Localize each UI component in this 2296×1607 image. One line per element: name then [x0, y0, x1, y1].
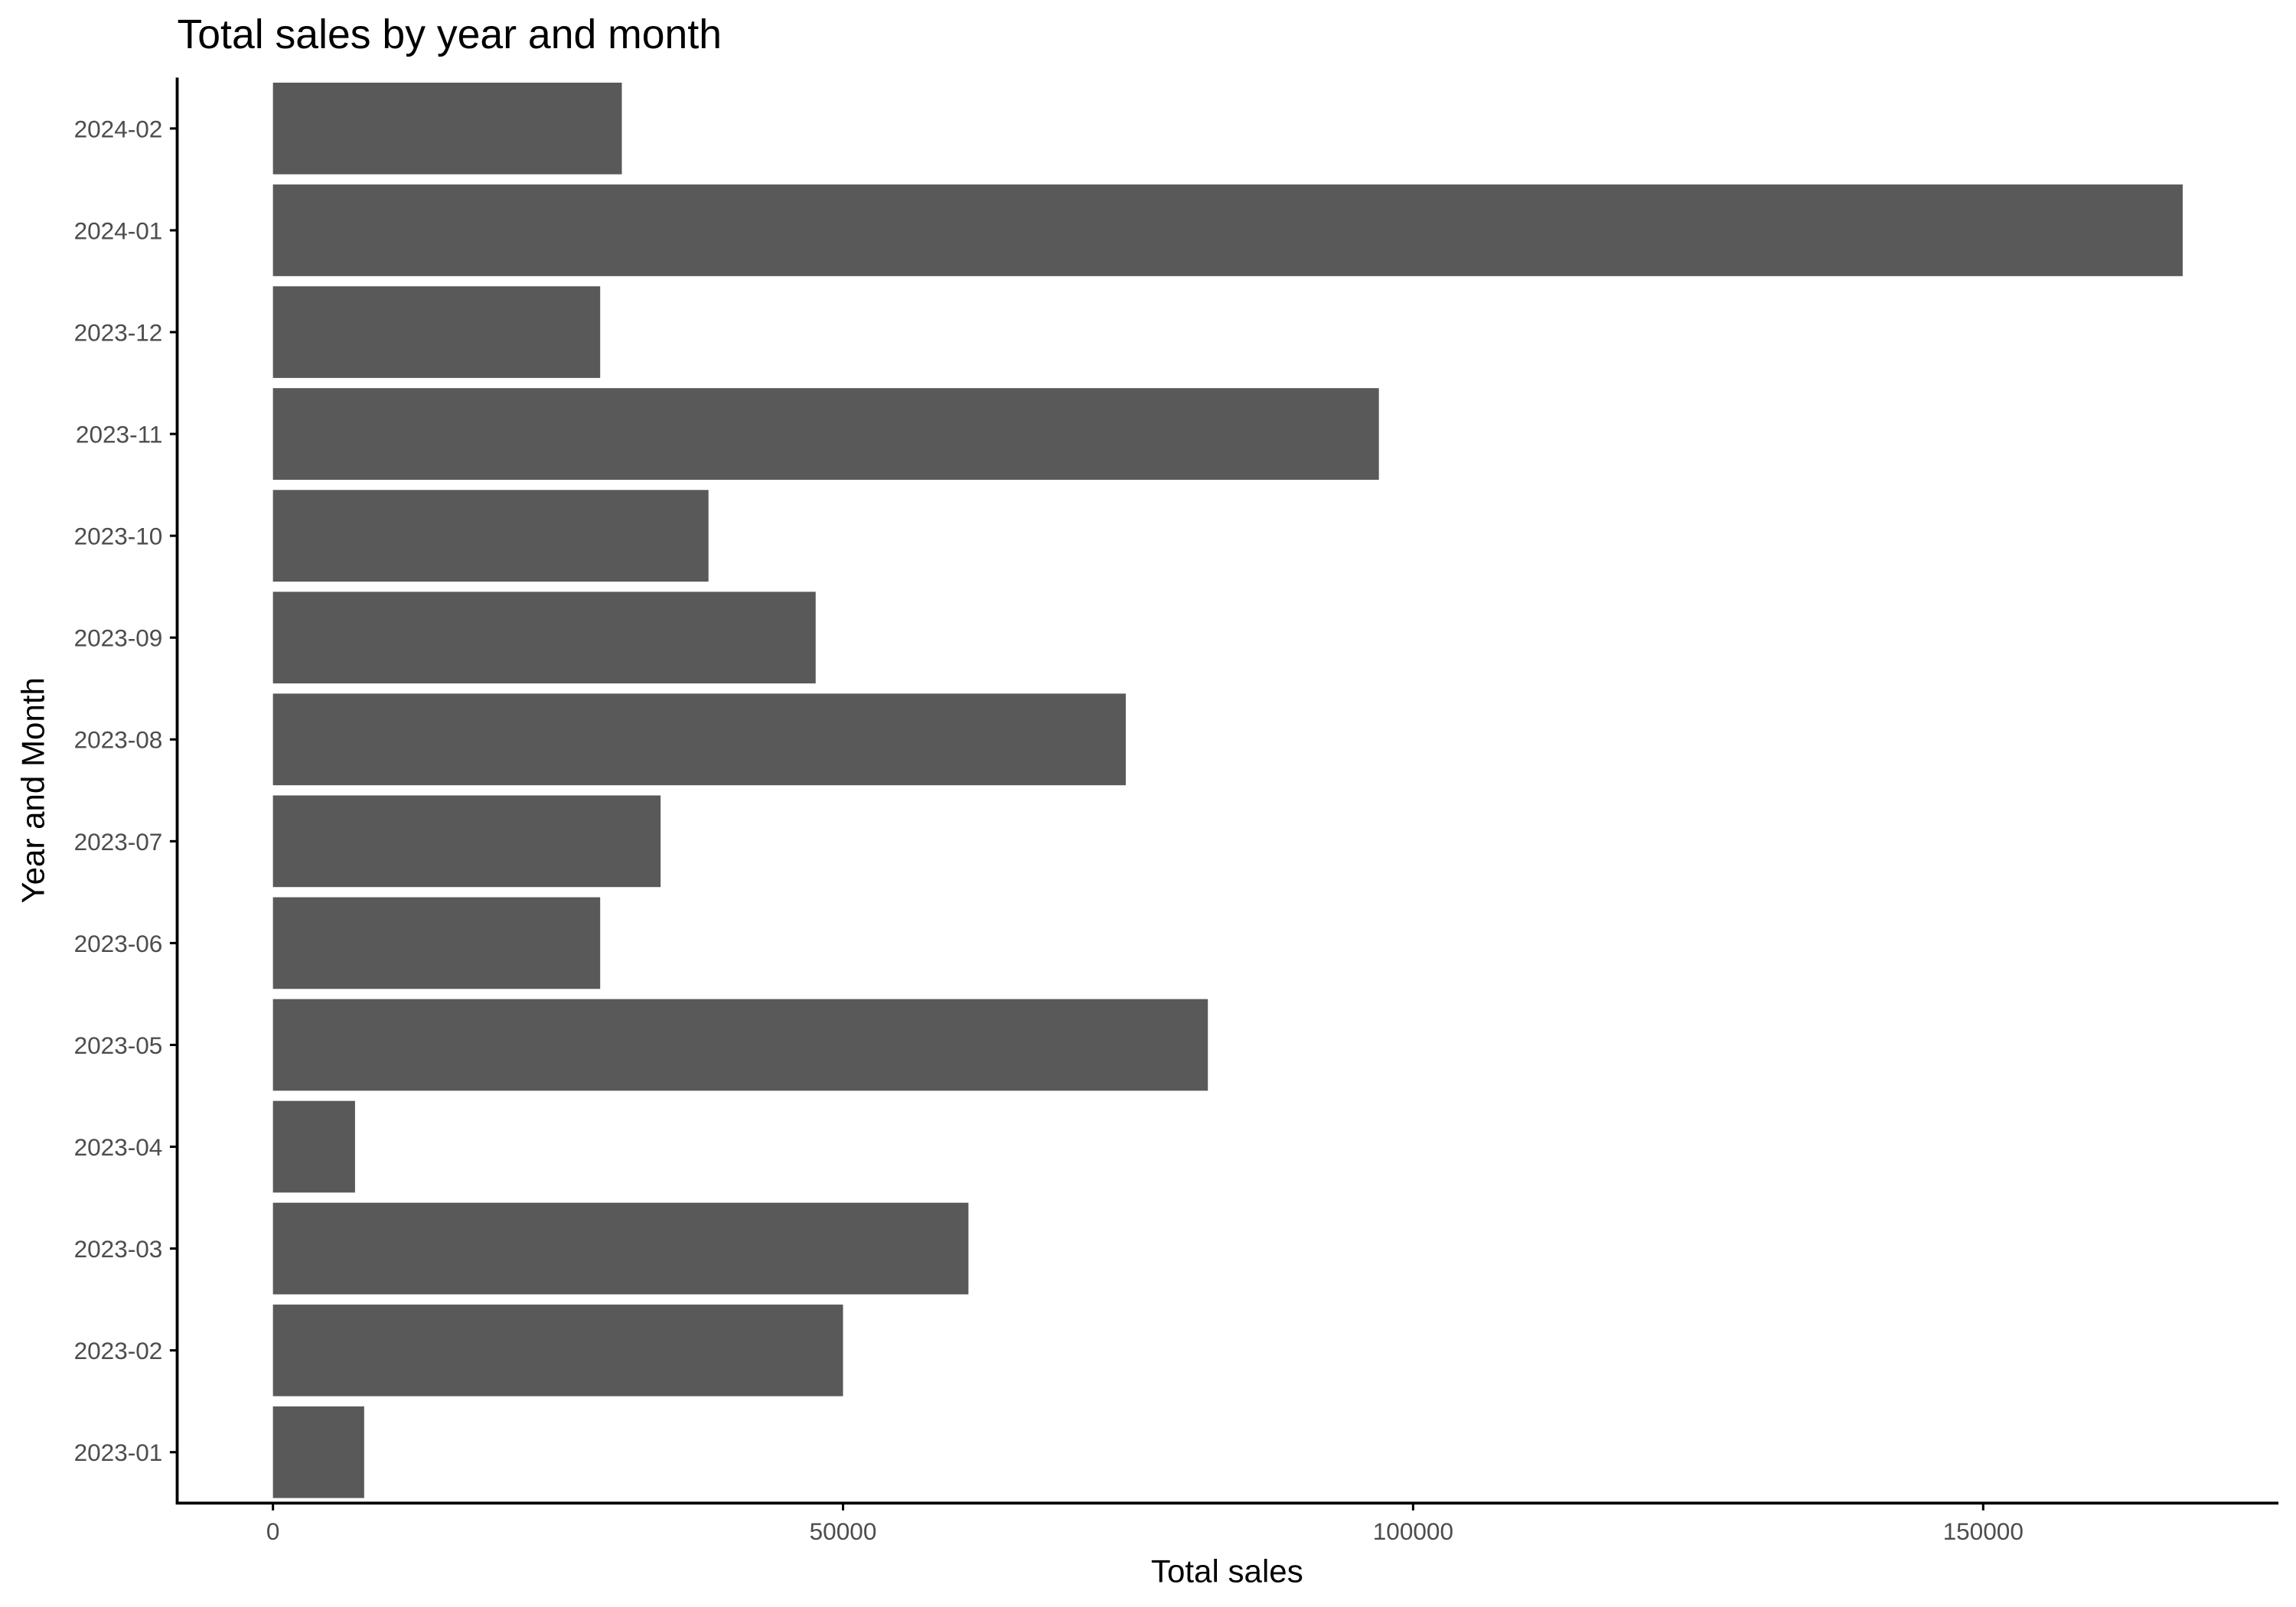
y-tick-label: 2023-05 — [74, 1032, 163, 1059]
chart-title: Total sales by year and month — [178, 12, 722, 57]
x-axis-title: Total sales — [1151, 1553, 1303, 1589]
bar-2023-07 — [272, 795, 661, 888]
bar-2023-08 — [272, 693, 1126, 786]
y-tick-label: 2023-06 — [74, 930, 163, 957]
bar-2023-02 — [272, 1304, 843, 1397]
bar-2023-05 — [272, 999, 1208, 1091]
y-axis-title: Year and Month — [15, 677, 51, 904]
y-tick-label: 2023-11 — [76, 421, 162, 448]
bar-2023-12 — [272, 286, 601, 378]
y-tick-label: 2023-03 — [74, 1235, 163, 1263]
bar-2023-10 — [272, 490, 709, 582]
y-tick-label: 2023-09 — [74, 624, 163, 652]
y-tick-label: 2023-01 — [74, 1439, 163, 1466]
bar-2023-06 — [272, 897, 601, 989]
bar-2024-01 — [272, 184, 2183, 276]
bar-2023-04 — [272, 1100, 355, 1193]
y-tick-label: 2023-07 — [74, 828, 163, 856]
y-tick-label: 2023-10 — [74, 523, 163, 550]
x-axis-ticks: 0 50000 100000 150000 — [266, 1503, 2024, 1545]
y-axis-ticks: 2023-01 2023-02 2023-03 2023-04 2023-05 2023-… — [74, 115, 178, 1466]
bar-2023-03 — [272, 1202, 969, 1295]
y-tick-label: 2023-04 — [74, 1133, 163, 1161]
x-tick-label: 100000 — [1373, 1517, 1453, 1545]
x-tick-label: 50000 — [810, 1517, 877, 1545]
bar-2023-09 — [272, 592, 816, 684]
y-tick-label: 2023-12 — [74, 319, 163, 347]
y-tick-label: 2023-08 — [74, 726, 163, 754]
x-tick-label: 0 — [266, 1517, 280, 1545]
bar-2023-11 — [272, 388, 1379, 480]
bars-group — [272, 83, 2183, 1498]
y-tick-label: 2024-02 — [74, 115, 163, 142]
y-tick-label: 2023-02 — [74, 1337, 163, 1364]
x-tick-label: 150000 — [1943, 1517, 2024, 1545]
bar-2023-01 — [272, 1406, 364, 1498]
bar-2024-02 — [272, 83, 622, 174]
y-tick-label: 2024-01 — [74, 217, 163, 244]
